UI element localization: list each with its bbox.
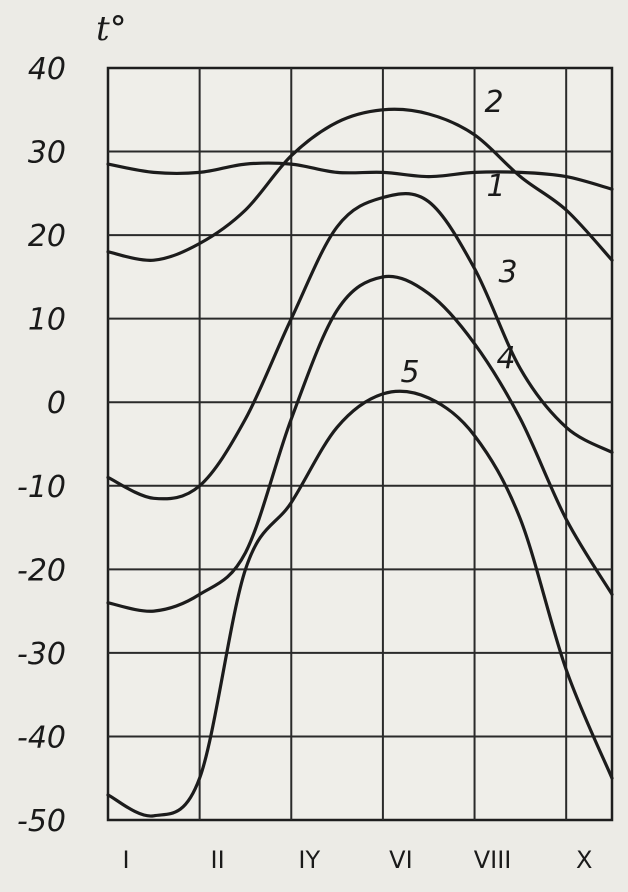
x-tick-label: II: [211, 846, 225, 874]
y-tick-label: -20: [17, 553, 66, 588]
y-tick-label: 10: [28, 303, 66, 338]
y-tick-label: 40: [28, 52, 66, 87]
series-lines: [106, 107, 614, 818]
y-tick-labels: 40 30 20 10 0 -10 -20 -30 -40 -50: [17, 52, 66, 839]
series-label-1: 1: [486, 169, 505, 204]
series-line-4: [106, 274, 614, 613]
plot-frame: [106, 66, 614, 822]
x-tick-label: X: [576, 846, 592, 874]
series-line-5: [106, 389, 614, 818]
grid: [106, 66, 614, 822]
x-tick-label: I: [122, 846, 129, 874]
y-axis-label: t°: [96, 9, 127, 49]
x-tick-label: IY: [298, 846, 320, 874]
series-label-5: 5: [400, 355, 419, 390]
series-line-2: [106, 107, 614, 262]
y-tick-label: -30: [17, 637, 66, 672]
series-line-1: [106, 161, 614, 191]
series-line-3: [106, 192, 614, 501]
series-labels: 1 2 3 4 5: [400, 85, 517, 390]
y-tick-label: 30: [28, 136, 66, 171]
y-tick-label: -50: [17, 804, 66, 839]
x-tick-label: VIII: [474, 846, 512, 874]
series-label-2: 2: [484, 85, 503, 120]
y-tick-label: -40: [17, 720, 66, 755]
y-tick-label: 0: [47, 386, 66, 421]
series-label-4: 4: [496, 341, 515, 376]
x-tick-labels: IIIIYVIVIIIXXII: [122, 846, 592, 874]
x-tick-label: VI: [389, 846, 413, 874]
y-tick-label: 20: [28, 219, 66, 254]
series-label-3: 3: [498, 255, 517, 290]
y-tick-label: -10: [17, 470, 66, 505]
